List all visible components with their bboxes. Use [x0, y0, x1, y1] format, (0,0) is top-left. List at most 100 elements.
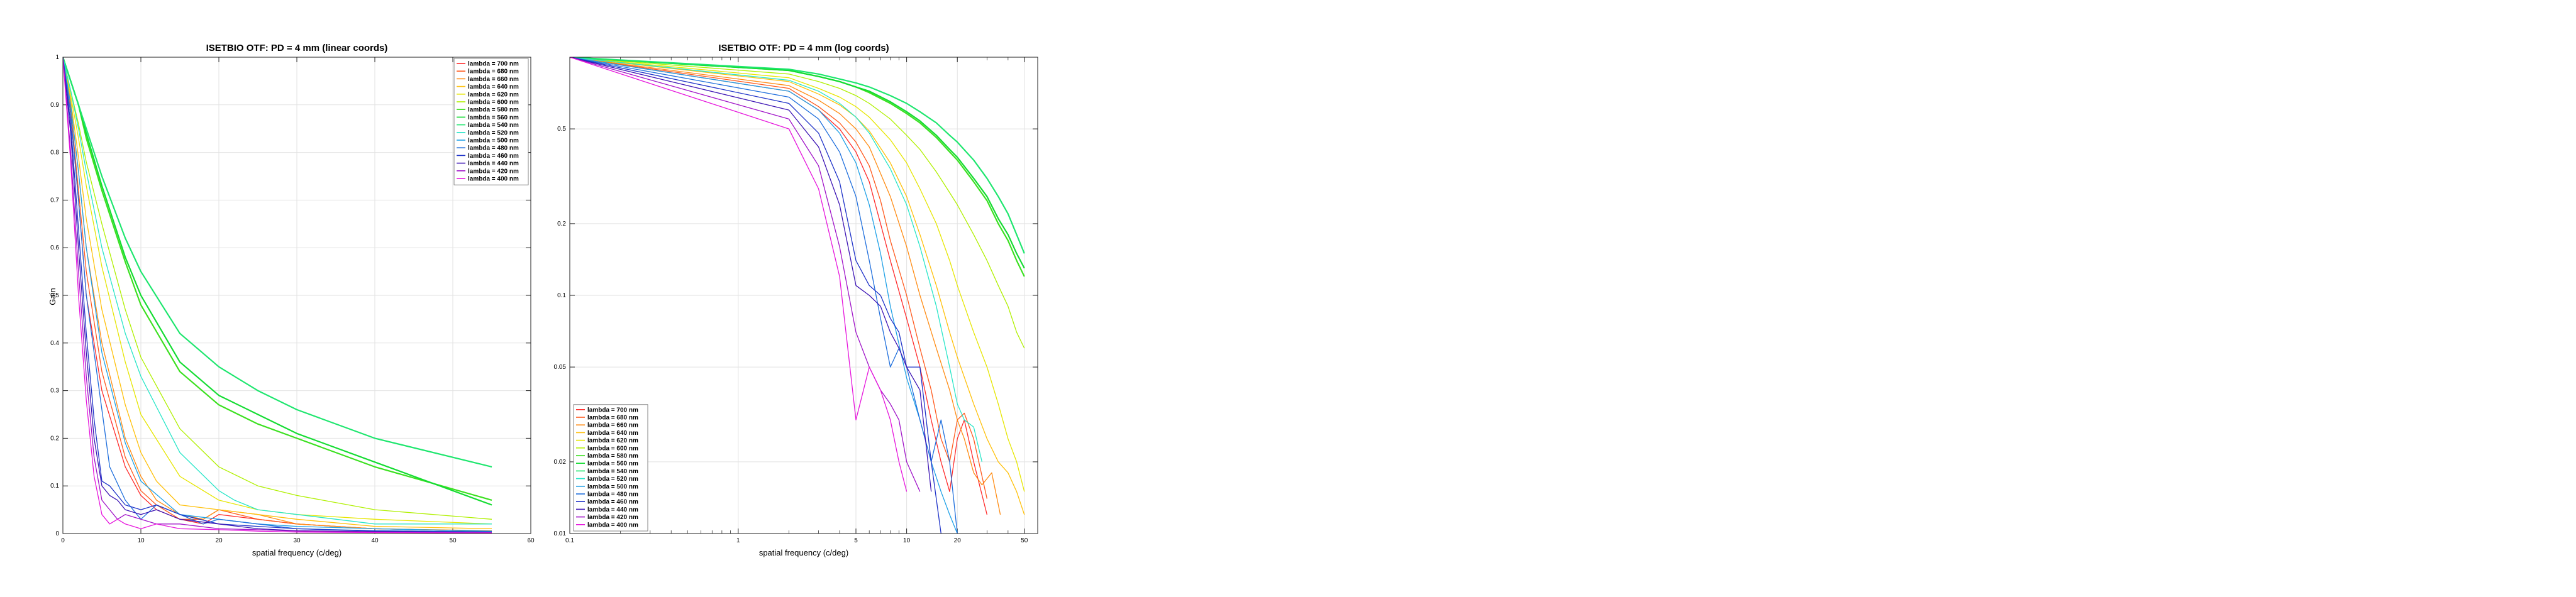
y-tick-label: 0.5: [557, 126, 566, 133]
linear-otf-chart: ISETBIO OTF: PD = 4 mm (linear coords) s…: [48, 43, 535, 557]
series-line-660nm: [570, 57, 1001, 515]
legend-entry: lambda = 580 nm: [468, 107, 519, 114]
y-tick-label: 0.05: [554, 364, 567, 371]
legend-entry: lambda = 560 nm: [587, 461, 638, 468]
legend-entry: lambda = 640 nm: [587, 430, 638, 437]
legend-entry: lambda = 420 nm: [468, 168, 519, 175]
legend-entry: lambda = 620 nm: [468, 91, 519, 98]
series-line-440nm: [63, 57, 492, 534]
legend-entry: lambda = 660 nm: [587, 422, 638, 429]
series-line-560nm: [570, 57, 1025, 269]
legend-box: [573, 404, 648, 532]
y-tick-label: 0.01: [554, 530, 567, 537]
legend-entry: lambda = 400 nm: [587, 522, 638, 529]
series-group: [570, 57, 1025, 534]
legend-entry: lambda = 500 nm: [468, 138, 519, 145]
x-tick-label: 10: [903, 537, 911, 544]
legend-entry: lambda = 680 nm: [587, 415, 638, 422]
x-tick-label: 0.1: [565, 537, 574, 544]
axes-box: [569, 57, 1038, 534]
legend-entry: lambda = 680 nm: [468, 68, 519, 75]
y-tick-label: 1: [55, 54, 59, 61]
legend-entry: lambda = 520 nm: [587, 476, 638, 483]
y-tick-label: 0.9: [50, 102, 59, 109]
y-tick-label: 0.1: [557, 292, 566, 299]
series-line-640nm: [570, 57, 1025, 515]
y-tick-label: 0.02: [554, 459, 567, 466]
y-tick-label: 0.4: [50, 340, 59, 347]
y-axis-label-linear: Gain: [48, 288, 57, 305]
legend-entry: lambda = 480 nm: [468, 145, 519, 152]
series-line-440nm: [570, 57, 932, 492]
legend-entry: lambda = 500 nm: [587, 483, 638, 490]
series-line-480nm: [570, 57, 958, 534]
series-line-420nm: [63, 57, 492, 534]
y-tick-label: 0.2: [557, 221, 566, 227]
legend-entry: lambda = 520 nm: [468, 129, 519, 136]
series-line-520nm: [570, 57, 983, 463]
y-tick-label: 0.6: [50, 244, 59, 251]
series-line-540nm: [63, 57, 492, 468]
legend-entry: lambda = 440 nm: [587, 507, 638, 513]
y-tick-label: 0.2: [50, 435, 59, 442]
legend-entry: lambda = 540 nm: [587, 468, 638, 475]
legend-entry: lambda = 600 nm: [468, 99, 519, 106]
plot-area-log: 0.1 1 5 10 20 50 0.01 0.02 0.05 0.1 0.2 0.5 lambda =…: [554, 57, 1038, 544]
y-tick-label: 0.5: [50, 292, 59, 299]
y-tick-label: 0: [55, 530, 59, 537]
series-group: [63, 57, 492, 534]
legend-entry: lambda = 400 nm: [468, 176, 519, 183]
legend-entry: lambda = 480 nm: [587, 491, 638, 498]
x-tick-label: 20: [215, 537, 223, 544]
y-tick-label: 0.3: [50, 388, 59, 395]
chart-title-linear: ISETBIO OTF: PD = 4 mm (linear coords): [206, 43, 388, 53]
legend-entry: lambda = 460 nm: [587, 499, 638, 506]
series-line-680nm: [570, 57, 988, 499]
x-tick-label: 0: [61, 537, 65, 544]
x-tick-label: 50: [449, 537, 457, 544]
chart-title-log: ISETBIO OTF: PD = 4 mm (log coords): [718, 43, 889, 53]
legend-entry: lambda = 580 nm: [587, 453, 638, 460]
legend-entry: lambda = 560 nm: [468, 114, 519, 121]
x-tick-label: 30: [293, 537, 301, 544]
series-line-700nm: [570, 57, 988, 515]
x-tick-label: 40: [371, 537, 379, 544]
x-tick-label: 5: [854, 537, 858, 544]
legend-entry: lambda = 700 nm: [468, 61, 519, 68]
log-otf-chart: ISETBIO OTF: PD = 4 mm (log coords) spat…: [554, 43, 1038, 557]
x-tick-label: 60: [527, 537, 535, 544]
series-line-460nm: [570, 57, 941, 534]
series-line-400nm: [570, 57, 908, 492]
legend-entry: lambda = 440 nm: [468, 160, 519, 167]
legend-box: [453, 58, 529, 185]
x-tick-label: 50: [1021, 537, 1028, 544]
y-tick-label: 0.1: [50, 483, 59, 490]
legend-entry: lambda = 420 nm: [587, 514, 638, 521]
x-axis-label-linear: spatial frequency (c/deg): [252, 548, 341, 557]
y-tick-label: 0.7: [50, 197, 59, 204]
series-line-640nm: [63, 57, 492, 530]
legend-entry: lambda = 700 nm: [587, 407, 638, 414]
x-tick-label: 10: [137, 537, 145, 544]
axes-box: [62, 57, 531, 534]
legend-entry: lambda = 460 nm: [468, 153, 519, 160]
legend-entry: lambda = 600 nm: [587, 445, 638, 452]
series-line-520nm: [63, 57, 492, 525]
series-line-600nm: [63, 57, 492, 520]
series-line-500nm: [63, 57, 492, 532]
legend-entry: lambda = 620 nm: [587, 437, 638, 444]
y-tick-label: 0.8: [50, 150, 59, 156]
legend-entry: lambda = 640 nm: [468, 84, 519, 90]
legend-entry: lambda = 540 nm: [468, 122, 519, 129]
series-line-500nm: [570, 57, 958, 534]
series-line-620nm: [570, 57, 1025, 492]
series-line-540nm: [570, 57, 1025, 254]
legend-entry: lambda = 660 nm: [468, 76, 519, 83]
series-line-600nm: [570, 57, 1025, 349]
plot-area-linear: 0 10 20 30 40 50 60 0 0.1 0.2 0.3 0.4 0.5 0.6 0.7 0.8 0.…: [50, 54, 535, 544]
series-line-400nm: [63, 57, 492, 534]
series-line-460nm: [63, 57, 492, 533]
